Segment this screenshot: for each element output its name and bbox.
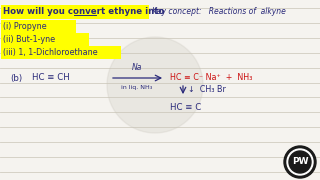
- FancyBboxPatch shape: [1, 20, 76, 33]
- FancyBboxPatch shape: [1, 33, 89, 46]
- Text: ↓  CH₃ Br: ↓ CH₃ Br: [188, 86, 226, 94]
- Text: HC ≡ C⁻ Na⁺  +  NH₃: HC ≡ C⁻ Na⁺ + NH₃: [170, 73, 252, 82]
- Circle shape: [107, 37, 203, 133]
- Text: Key concept:   Reactions of  alkyne: Key concept: Reactions of alkyne: [152, 6, 286, 15]
- Text: How will you convert ethyne into: How will you convert ethyne into: [3, 6, 164, 15]
- Circle shape: [287, 149, 313, 175]
- Text: in liq. NH₃: in liq. NH₃: [121, 85, 153, 90]
- FancyBboxPatch shape: [1, 46, 121, 59]
- Text: HC ≡ C: HC ≡ C: [170, 102, 201, 111]
- Text: (ii) But-1-yne: (ii) But-1-yne: [3, 35, 55, 44]
- Text: HC ≡ CH: HC ≡ CH: [32, 73, 70, 82]
- Text: Na: Na: [132, 63, 142, 72]
- Text: (i) Propyne: (i) Propyne: [3, 22, 47, 31]
- Text: (iii) 1, 1-Dichloroethane: (iii) 1, 1-Dichloroethane: [3, 48, 98, 57]
- FancyBboxPatch shape: [1, 5, 149, 19]
- Circle shape: [289, 151, 311, 173]
- Circle shape: [284, 146, 316, 178]
- Text: (b): (b): [10, 73, 22, 82]
- Text: PW: PW: [292, 158, 308, 166]
